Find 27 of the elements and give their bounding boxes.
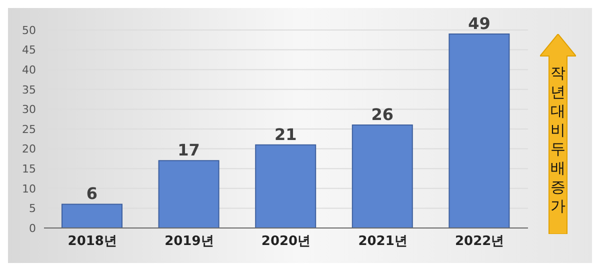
x-tick-label: 2022년 (455, 234, 504, 250)
bar (62, 204, 122, 228)
x-tick-label: 2020년 (261, 234, 311, 250)
y-tick-label: 25 (22, 122, 36, 136)
bar (352, 124, 413, 228)
y-tick-label: 15 (22, 162, 36, 176)
x-tick-label: 2018년 (68, 234, 117, 250)
bar (448, 33, 510, 228)
bar (255, 144, 316, 228)
x-tick-label: 2019년 (164, 234, 214, 250)
y-tick-label: 20 (22, 142, 36, 156)
y-tick-label: 35 (22, 83, 36, 96)
y-tick-label: 45 (22, 44, 36, 57)
data-label: 17 (178, 140, 200, 160)
x-tick-label: 2021년 (358, 234, 408, 250)
data-label: 49 (468, 14, 490, 33)
y-tick-label: 5 (29, 202, 36, 216)
y-tick-label: 30 (22, 103, 36, 116)
bar (158, 160, 220, 228)
data-label: 21 (274, 124, 297, 144)
text: 작년대비두배증가 (550, 64, 566, 216)
data-label: 6 (86, 184, 98, 204)
y-tick-label: 40 (22, 64, 36, 77)
y-tick-label: 10 (22, 182, 36, 196)
y-tick-label: 50 (22, 24, 36, 37)
y-tick-label: 0 (29, 222, 36, 235)
data-label: 26 (371, 105, 394, 124)
